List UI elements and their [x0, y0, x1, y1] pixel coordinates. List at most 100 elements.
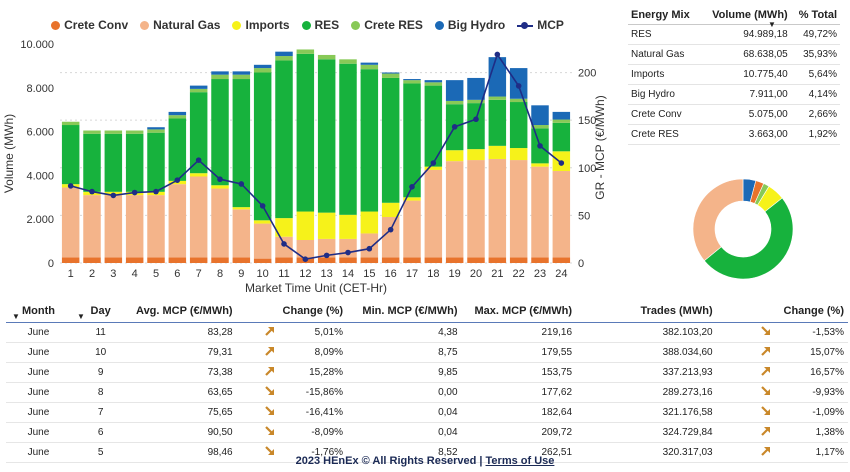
mcp-point[interactable]	[67, 183, 74, 189]
legend-item[interactable]: Crete RES	[351, 18, 423, 32]
bar-segment[interactable]	[467, 160, 485, 258]
bar-segment[interactable]	[317, 54, 336, 60]
bar-segment[interactable]	[189, 85, 208, 89]
bar-segment[interactable]	[360, 257, 379, 263]
bar-segment[interactable]	[189, 88, 208, 93]
bar-segment[interactable]	[424, 166, 443, 170]
bar-segment[interactable]	[232, 257, 251, 263]
sort-down-icon[interactable]: ▼	[76, 312, 85, 321]
mcp-point[interactable]	[473, 116, 479, 123]
header-pct-total[interactable]: % Total	[790, 6, 840, 25]
table-row[interactable]: June 8 63,65 -15,86% 0,00 177,62 289.273,16 -9,…	[6, 382, 848, 403]
mcp-point[interactable]	[387, 226, 394, 233]
donut-slice[interactable]	[703, 197, 794, 280]
bar-segment[interactable]	[168, 184, 187, 258]
bar-segment[interactable]	[61, 121, 80, 126]
bar-segment[interactable]	[275, 218, 293, 237]
bar-segment[interactable]	[445, 80, 464, 101]
bar-segment[interactable]	[147, 127, 165, 130]
energy-mix-row[interactable]: Imports 10.775,40 5,64%	[628, 64, 840, 85]
mcp-point[interactable]	[537, 143, 543, 149]
bar-segment[interactable]	[381, 217, 400, 258]
bar-segment[interactable]	[339, 214, 357, 239]
mcp-point[interactable]	[451, 124, 458, 130]
table-row[interactable]: June 5 98,46 -1,76% 8,52 262,51 320.317,03 1,17…	[6, 442, 848, 463]
bar-segment[interactable]	[296, 49, 315, 54]
header-month[interactable]: ▼ Month	[6, 300, 71, 323]
bar-segment[interactable]	[275, 51, 293, 57]
bar-segment[interactable]	[552, 122, 571, 152]
header-trades[interactable]: Trades (MWh)	[576, 300, 717, 323]
header-day[interactable]: ▼ Day	[70, 300, 131, 323]
bar-segment[interactable]	[531, 105, 549, 126]
bar-segment[interactable]	[403, 257, 421, 263]
bar-segment[interactable]	[467, 257, 485, 263]
sort-down-icon[interactable]: ▼	[12, 312, 20, 321]
mcp-point[interactable]	[174, 177, 181, 183]
bar-segment[interactable]	[509, 102, 528, 149]
bar-segment[interactable]	[275, 257, 293, 263]
bar-segment[interactable]	[83, 130, 101, 134]
bar-segment[interactable]	[488, 96, 507, 100]
mcp-point[interactable]	[259, 203, 266, 209]
header-min-mcp[interactable]: Min. MCP (€/MWh)	[347, 300, 462, 323]
bar-segment[interactable]	[488, 158, 507, 258]
bar-segment[interactable]	[232, 74, 251, 80]
bar-segment[interactable]	[509, 98, 528, 103]
bar-segment[interactable]	[253, 258, 272, 263]
bar-segment[interactable]	[424, 82, 443, 86]
header-change[interactable]: Change (%)	[236, 300, 348, 323]
energy-mix-row[interactable]: RES 94.989,18 49,72%	[628, 24, 840, 45]
bar-segment[interactable]	[488, 257, 507, 263]
bar-segment[interactable]	[147, 257, 165, 263]
bar-segment[interactable]	[531, 125, 549, 129]
bar-segment[interactable]	[467, 99, 485, 104]
bar-segment[interactable]	[403, 80, 421, 84]
mcp-point[interactable]	[131, 189, 138, 196]
bar-segment[interactable]	[360, 233, 379, 258]
mcp-point[interactable]	[89, 188, 95, 195]
legend-item[interactable]: Big Hydro	[434, 18, 505, 32]
bar-segment[interactable]	[104, 130, 123, 134]
mcp-point[interactable]	[195, 157, 202, 163]
bar-segment[interactable]	[104, 257, 123, 263]
table-row[interactable]: June 10 79,31 8,09% 8,75 179,55 388.034,60 15,0…	[6, 342, 848, 363]
table-row[interactable]: June 9 73,38 15,28% 9,85 153,75 337.213,93 16,5…	[6, 362, 848, 383]
mcp-point[interactable]	[153, 188, 159, 195]
header-energy-mix[interactable]: Energy Mix	[628, 6, 700, 25]
table-row[interactable]: June 11 83,28 5,01% 4,38 219,16 382.103,20 -1,5…	[6, 322, 848, 343]
legend-item[interactable]: RES	[301, 18, 339, 32]
legend-item[interactable]: Natural Gas	[140, 18, 220, 32]
energy-mix-row[interactable]: Crete RES 3.663,00 1,92%	[628, 124, 840, 145]
bar-segment[interactable]	[445, 100, 464, 105]
header-volume[interactable]: Volume (MWh) ▼	[699, 6, 791, 29]
bar-segment[interactable]	[147, 132, 165, 192]
bar-segment[interactable]	[360, 211, 379, 234]
bar-segment[interactable]	[211, 188, 229, 258]
bar-segment[interactable]	[211, 79, 229, 186]
energy-mix-row[interactable]: Crete Conv 5.075,00 2,66%	[628, 104, 840, 125]
bar-segment[interactable]	[339, 63, 357, 215]
bar-segment[interactable]	[552, 257, 571, 263]
mcp-point[interactable]	[345, 249, 351, 256]
bar-segment[interactable]	[403, 200, 421, 258]
bar-segment[interactable]	[360, 62, 379, 65]
bar-segment[interactable]	[189, 176, 208, 258]
header-avg-mcp[interactable]: Avg. MCP (€/MWh)	[130, 300, 237, 323]
bar-segment[interactable]	[509, 148, 528, 161]
bar-segment[interactable]	[360, 64, 379, 70]
bar-segment[interactable]	[552, 119, 571, 123]
mcp-point[interactable]	[558, 160, 565, 166]
mcp-point[interactable]	[430, 160, 437, 166]
bar-segment[interactable]	[531, 163, 549, 167]
bar-segment[interactable]	[381, 77, 400, 203]
bar-segment[interactable]	[211, 71, 229, 75]
table-row[interactable]: June 6 90,50 -8,09% 0,04 209,72 324.729,84 1,38…	[6, 422, 848, 443]
bar-segment[interactable]	[147, 129, 165, 133]
bar-segment[interactable]	[317, 257, 336, 263]
bar-segment[interactable]	[317, 238, 336, 258]
bar-segment[interactable]	[168, 111, 187, 116]
legend-item[interactable]: Crete Conv	[51, 18, 128, 32]
bar-segment[interactable]	[253, 223, 272, 259]
bar-segment[interactable]	[509, 160, 528, 258]
